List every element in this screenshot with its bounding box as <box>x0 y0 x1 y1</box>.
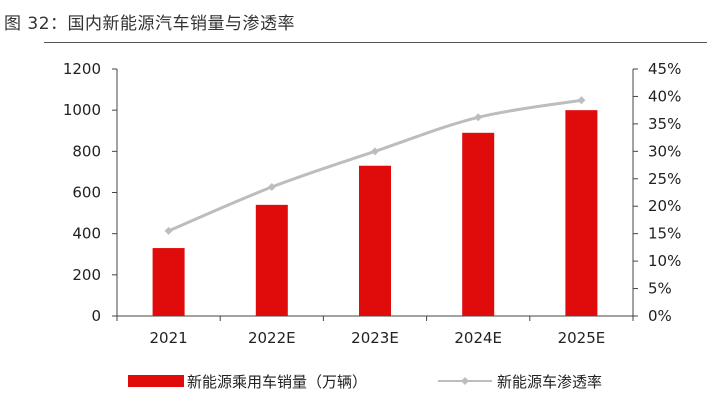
line-point <box>577 96 586 105</box>
right-axis: 0% 5% 10% 15% 20% 25% 30% 35% 40% 45% <box>632 60 681 325</box>
right-tick-label: 10% <box>648 252 681 270</box>
right-tick-label: 30% <box>648 142 681 160</box>
legend-line-label: 新能源车渗透率 <box>497 373 602 391</box>
figure-title: 图 32：国内新能源汽车销量与渗透率 <box>4 14 296 34</box>
line-series <box>164 96 586 235</box>
line-point <box>371 147 379 156</box>
left-tick-label: 0 <box>91 307 101 325</box>
title-divider <box>44 42 707 43</box>
bar <box>462 132 495 316</box>
left-tick-label: 1200 <box>63 60 101 78</box>
right-tick-label: 40% <box>648 87 681 105</box>
right-tick-label: 20% <box>648 197 681 215</box>
bar <box>565 110 598 317</box>
x-tick-label: 2023E <box>351 329 399 347</box>
bar <box>255 204 288 316</box>
left-tick-label: 800 <box>72 142 101 160</box>
legend: 新能源乘用车销量（万辆） 新能源车渗透率 <box>128 373 602 391</box>
right-tick-label: 25% <box>648 170 681 188</box>
legend-bar-swatch <box>128 375 184 387</box>
bar <box>359 165 391 316</box>
bar <box>152 248 185 316</box>
right-tick-label: 45% <box>648 60 681 78</box>
right-tick-label: 35% <box>648 115 681 133</box>
x-tick-label: 2025E <box>558 329 606 347</box>
x-tick-label: 2021 <box>150 329 188 347</box>
bar-series <box>152 110 598 317</box>
right-tick-label: 5% <box>648 280 672 298</box>
line-point <box>267 183 276 192</box>
x-axis: 2021 2022E 2023E 2024E 2025E <box>116 315 634 347</box>
left-tick-label: 200 <box>72 266 101 284</box>
line-point <box>474 113 483 122</box>
legend-line-marker <box>461 377 469 385</box>
line-point <box>164 226 173 235</box>
right-tick-label: 15% <box>648 225 681 243</box>
legend-bar-label: 新能源乘用车销量（万辆） <box>187 373 367 391</box>
x-tick-label: 2024E <box>454 329 502 347</box>
right-tick-label: 0% <box>648 307 672 325</box>
left-tick-label: 400 <box>72 225 101 243</box>
left-tick-label: 600 <box>72 184 101 202</box>
left-axis: 0 200 400 600 800 1000 1200 <box>63 60 118 325</box>
left-tick-label: 1000 <box>63 101 101 119</box>
x-tick-label: 2022E <box>248 329 296 347</box>
